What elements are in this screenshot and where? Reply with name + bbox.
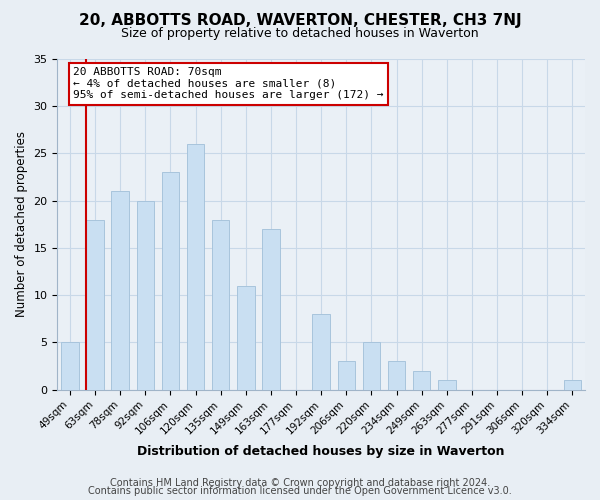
Bar [212, 220, 229, 390]
Y-axis label: Number of detached properties: Number of detached properties [15, 132, 28, 318]
Bar [262, 229, 280, 390]
Bar [161, 172, 179, 390]
Bar [187, 144, 205, 390]
Bar [563, 380, 581, 390]
Bar [61, 342, 79, 390]
Text: 20, ABBOTTS ROAD, WAVERTON, CHESTER, CH3 7NJ: 20, ABBOTTS ROAD, WAVERTON, CHESTER, CH3… [79, 12, 521, 28]
Bar [86, 220, 104, 390]
Bar [237, 286, 254, 390]
Bar [313, 314, 330, 390]
Bar [388, 362, 406, 390]
Bar [413, 370, 430, 390]
Text: Contains HM Land Registry data © Crown copyright and database right 2024.: Contains HM Land Registry data © Crown c… [110, 478, 490, 488]
Bar [362, 342, 380, 390]
Bar [438, 380, 455, 390]
Text: 20 ABBOTTS ROAD: 70sqm
← 4% of detached houses are smaller (8)
95% of semi-detac: 20 ABBOTTS ROAD: 70sqm ← 4% of detached … [73, 68, 384, 100]
Bar [338, 362, 355, 390]
Text: Size of property relative to detached houses in Waverton: Size of property relative to detached ho… [121, 28, 479, 40]
Bar [137, 200, 154, 390]
Bar [112, 191, 129, 390]
Text: Contains public sector information licensed under the Open Government Licence v3: Contains public sector information licen… [88, 486, 512, 496]
X-axis label: Distribution of detached houses by size in Waverton: Distribution of detached houses by size … [137, 444, 505, 458]
